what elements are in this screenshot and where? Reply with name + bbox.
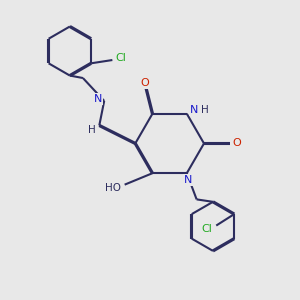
Text: H: H [88,125,96,135]
Text: N: N [184,175,193,185]
Text: Cl: Cl [115,53,126,63]
Text: O: O [232,139,241,148]
Text: N: N [190,105,198,116]
Text: HO: HO [105,183,121,193]
Text: N: N [94,94,103,104]
Text: Cl: Cl [201,224,212,234]
Text: H: H [201,105,209,116]
Text: O: O [140,78,148,88]
